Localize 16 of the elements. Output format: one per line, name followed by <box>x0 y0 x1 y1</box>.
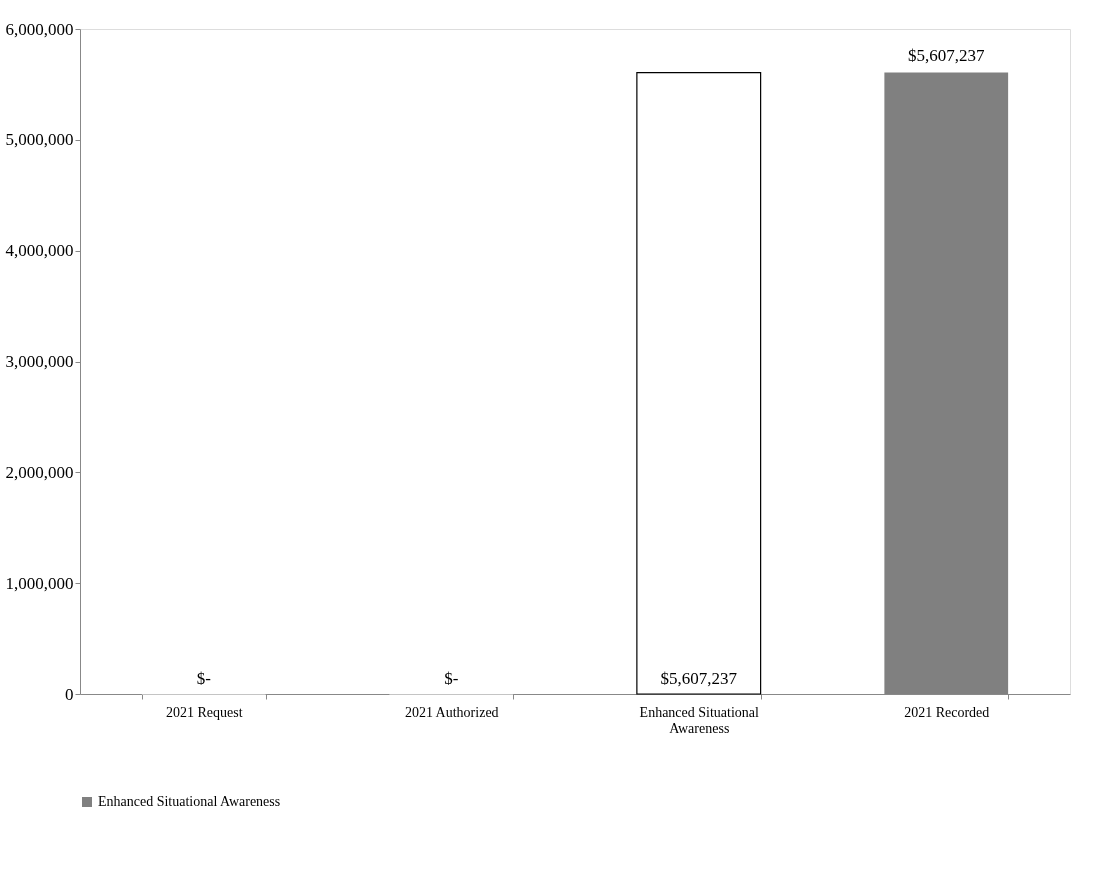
text: $5,607,237 <box>660 669 737 688</box>
y-tick-label: 6,000,000 <box>5 19 74 39</box>
legend-label: Enhanced Situational Awareness <box>98 794 281 809</box>
y-tick-label: 5,000,000 <box>5 130 74 150</box>
text: $- <box>196 669 211 688</box>
y-tick-label: 3,000,000 <box>5 352 74 371</box>
y-tick-label: 4,000,000 <box>5 241 74 261</box>
x-tick-label: 2021 Recorded <box>904 704 990 720</box>
x-tick-label: Enhanced Situational Awareness <box>639 704 760 736</box>
x-tick-label: 2021 Request <box>165 704 243 720</box>
y-tick-label: 1,000,000 <box>5 573 74 593</box>
y-tick-label: 2,000,000 <box>5 462 74 482</box>
y-tick-label: 0 <box>65 684 74 704</box>
text: $- <box>444 669 459 688</box>
text: $5,607,237 <box>908 45 985 65</box>
x-tick-label: 2021 Authorized <box>404 704 499 720</box>
